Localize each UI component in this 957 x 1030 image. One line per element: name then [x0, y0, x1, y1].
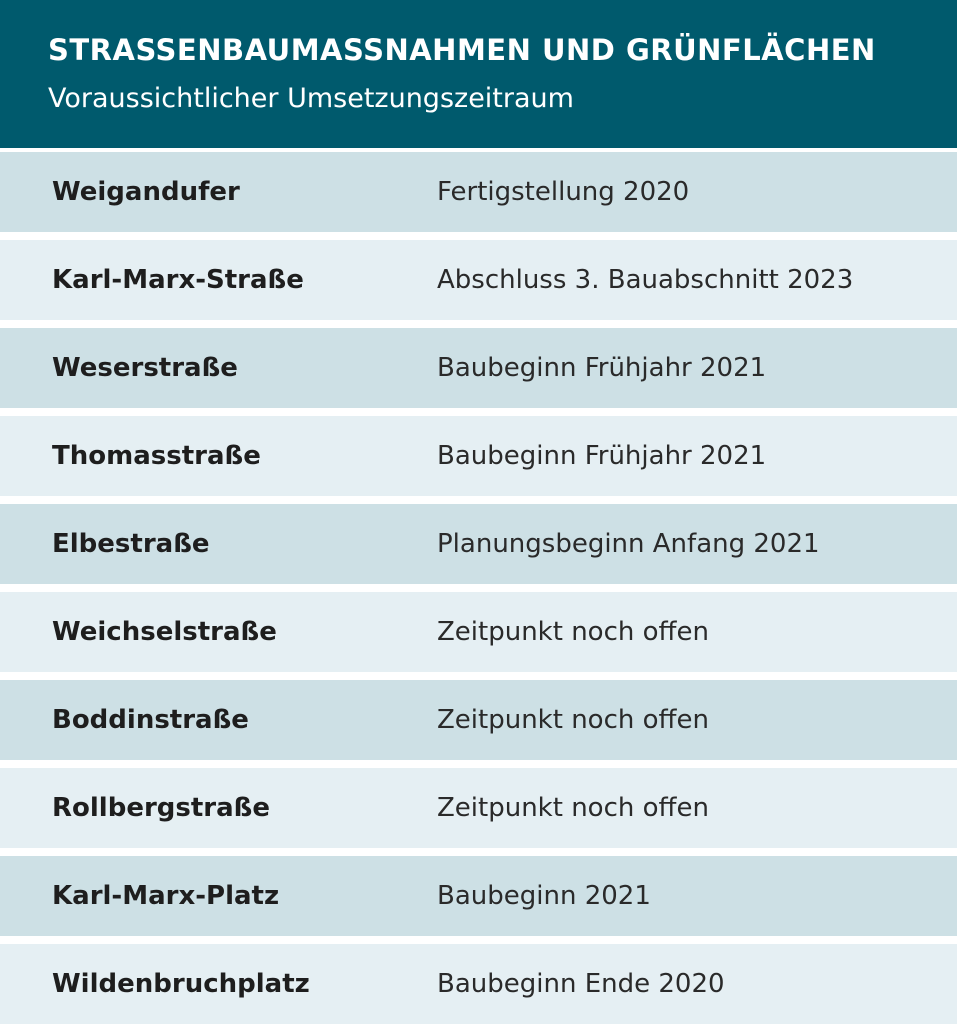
street-name: Wildenbruchplatz	[52, 969, 310, 999]
timeframe: Zeitpunkt noch offen	[437, 793, 709, 823]
timeframe: Zeitpunkt noch offen	[437, 617, 709, 647]
street-name: Weserstraße	[52, 353, 238, 383]
street-name: Thomasstraße	[52, 441, 261, 471]
table-row: Wildenbruchplatz Baubeginn Ende 2020	[0, 944, 957, 1024]
table-row: Rollbergstraße Zeitpunkt noch offen	[0, 768, 957, 848]
street-name: Karl-Marx-Platz	[52, 881, 280, 911]
table-row: Karl-Marx-Platz Baubeginn 2021	[0, 856, 957, 936]
table-row: Weserstraße Baubeginn Frühjahr 2021	[0, 328, 957, 408]
street-name: Elbestraße	[52, 529, 210, 559]
timeframe: Baubeginn Frühjahr 2021	[437, 441, 767, 471]
street-name: Rollbergstraße	[52, 793, 270, 823]
table-header: STRASSENBAUMASSNAHMEN UND GRÜNFLÄCHEN Vo…	[0, 0, 957, 148]
timeframe: Baubeginn Frühjahr 2021	[437, 353, 767, 383]
page-subtitle: Voraussichtlicher Umsetzungszeitraum	[48, 83, 574, 114]
timeframe: Planungsbeginn Anfang 2021	[437, 529, 820, 559]
street-name: Weigandufer	[52, 177, 240, 207]
timeframe: Baubeginn 2021	[437, 881, 651, 911]
table-row: Elbestraße Planungsbeginn Anfang 2021	[0, 504, 957, 584]
timeframe: Fertigstellung 2020	[437, 177, 690, 207]
street-name: Weichselstraße	[52, 617, 277, 647]
table-row: Weigandufer Fertigstellung 2020	[0, 152, 957, 232]
table-row: Weichselstraße Zeitpunkt noch offen	[0, 592, 957, 672]
timeframe: Zeitpunkt noch offen	[437, 705, 709, 735]
timeframe: Abschluss 3. Bauabschnitt 2023	[437, 265, 854, 295]
table-row: Karl-Marx-Straße Abschluss 3. Bauabschni…	[0, 240, 957, 320]
page-title: STRASSENBAUMASSNAHMEN UND GRÜNFLÄCHEN	[48, 33, 876, 67]
table-row: Boddinstraße Zeitpunkt noch offen	[0, 680, 957, 760]
timeframe: Baubeginn Ende 2020	[437, 969, 725, 999]
table-row: Thomasstraße Baubeginn Frühjahr 2021	[0, 416, 957, 496]
street-name: Karl-Marx-Straße	[52, 265, 304, 295]
measures-table: Weigandufer Fertigstellung 2020 Karl-Mar…	[0, 148, 957, 1024]
street-name: Boddinstraße	[52, 705, 249, 735]
